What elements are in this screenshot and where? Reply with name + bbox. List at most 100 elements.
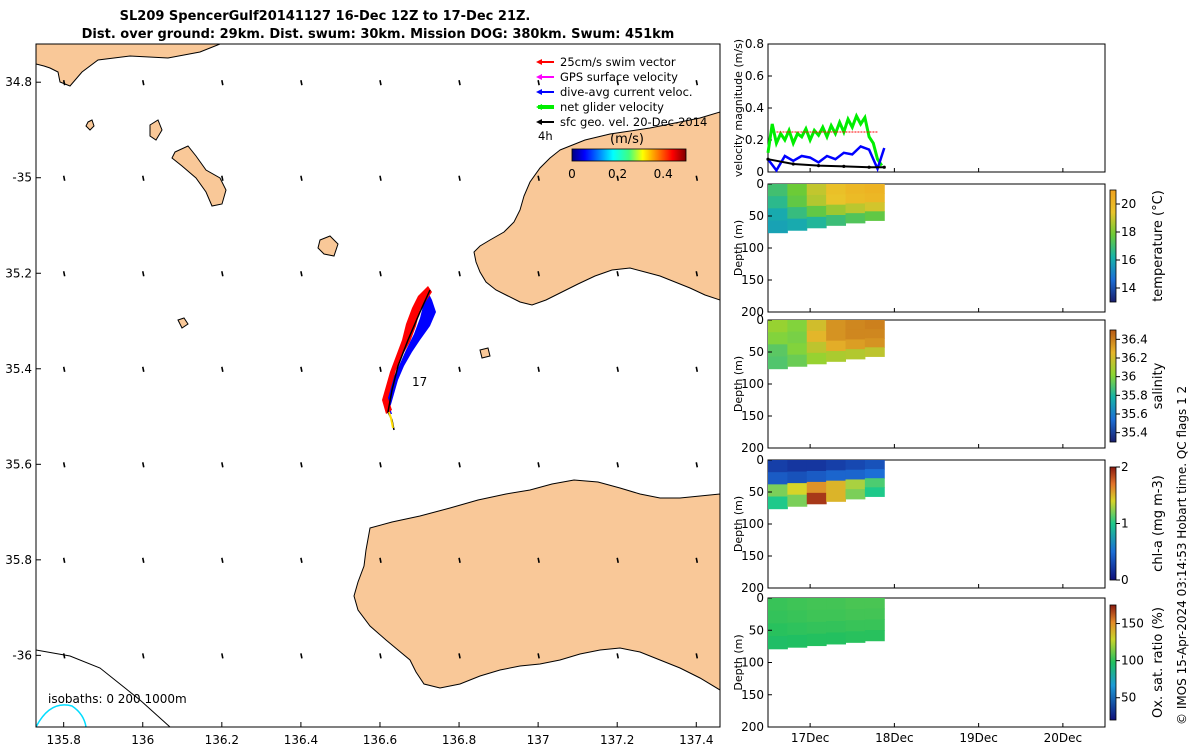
profile-colorbar-label: salinity <box>1151 362 1166 409</box>
land-island-small-a <box>85 119 95 131</box>
map-y-ticks: 34.8 -35 35.2 35.4 35.6 35.8 -36 <box>5 75 41 662</box>
sfc-vector-arrow <box>62 80 66 86</box>
sfc-vector-arrow <box>458 80 461 86</box>
profile-cell <box>787 622 808 636</box>
profile-cell <box>768 598 788 612</box>
profile-cell <box>826 609 847 622</box>
profile-y-tick-label: 200 <box>741 441 764 455</box>
sfc-vector-arrow <box>221 462 224 468</box>
sfc-vector-arrow <box>141 557 145 563</box>
profile-colorbar <box>1109 329 1117 443</box>
map-x-ticks: 135.8 136 136.2 136.4 136.6 136.8 137 137.2 137.… <box>46 722 713 747</box>
profile-y-tick-label: 100 <box>741 517 764 531</box>
land-kangaroo-island <box>353 479 720 691</box>
map-x-tick-label: 137.2 <box>600 733 634 747</box>
profile-cell <box>864 329 885 339</box>
map-y-tick-label: 35.8 <box>5 553 32 567</box>
profile-cell <box>787 184 808 197</box>
sfc-vector-arrow <box>695 366 699 372</box>
profile-cell <box>787 320 808 333</box>
profile-cell <box>826 215 847 226</box>
map-x-tick-label: 136.8 <box>442 733 476 747</box>
profile-colorbar-tick-label: 150 <box>1121 617 1144 631</box>
profile-cell <box>826 184 847 195</box>
profile-cell <box>864 338 885 348</box>
sfc-vector-arrow <box>458 366 461 372</box>
profile-cell <box>768 344 788 358</box>
profile-colorbar-tick-label: 35.6 <box>1121 407 1148 421</box>
sfc-geostrophic-vectors <box>62 80 699 659</box>
profile-panel-5: 0 50 100 150 200 Depth (m) 50 100 150 Ox. sat. ra… <box>732 591 1166 734</box>
sfc-vector-arrow <box>379 653 382 659</box>
profile-cell <box>826 351 847 362</box>
profile-y-tick-label: 200 <box>741 581 764 595</box>
legend-arrowhead <box>536 59 542 65</box>
legend-end-label: 4h <box>538 129 553 143</box>
map-y-tick-label: -35 <box>12 171 32 185</box>
sfc-vector-arrow <box>221 80 224 86</box>
profile-colorbar-label: Ox. sat. ratio (%) <box>1151 607 1166 718</box>
legend-entry: 25cm/s swim vector <box>560 55 676 69</box>
sfc-vector-arrow <box>695 557 699 563</box>
sfc-vector-arrow <box>300 271 303 277</box>
profile-colorbar-tick-label: 36.2 <box>1121 351 1148 365</box>
swim-vectors <box>382 286 432 414</box>
profile-cell <box>826 194 847 206</box>
sfc-vector-arrow <box>62 366 66 372</box>
profile-panel-2: 0 50 100 150 200 Depth (m) 14 16 18 20 temperature… <box>732 177 1166 319</box>
profile-cell <box>845 631 866 643</box>
profile-cell <box>806 598 827 611</box>
profile-cell <box>787 598 808 611</box>
profile-cell <box>806 470 827 483</box>
profile-cell <box>826 491 847 502</box>
map-colorbar-tick: 0.4 <box>654 167 673 181</box>
profile-cell <box>845 184 866 195</box>
profile-colorbar-tick-label: 20 <box>1121 197 1136 211</box>
sfc-vector-arrow <box>379 557 382 563</box>
land-fleurieu <box>36 649 171 727</box>
sfc-vector-arrow <box>62 557 66 563</box>
legend-arrowhead <box>536 119 542 125</box>
profile-cell <box>768 610 788 624</box>
velocity-y-tick-label: 0.4 <box>745 101 764 115</box>
profile-colorbar <box>1109 604 1117 721</box>
time-x-tick-label: 20Dec <box>1044 731 1083 745</box>
profile-cell <box>845 469 866 480</box>
title-line-2: Dist. over ground: 29km. Dist. swum: 30k… <box>82 27 675 42</box>
profile-cell <box>864 347 885 357</box>
sfc-vector-arrow <box>379 366 382 372</box>
profile-cell <box>864 460 885 470</box>
legend-arrowhead <box>536 89 542 95</box>
isobath-label: isobaths: 0 200 1000m <box>48 692 187 706</box>
profile-cell <box>826 330 847 342</box>
profile-cell <box>787 471 808 484</box>
profile-cell <box>864 630 885 642</box>
profile-cell <box>864 184 885 194</box>
profile-cell <box>806 341 827 354</box>
sfc-vector-arrow <box>221 271 224 277</box>
profile-cell <box>768 636 788 650</box>
map-y-tick-label: 34.8 <box>5 75 32 89</box>
profile-cell <box>845 460 866 471</box>
map-x-tick-label: 137 <box>527 733 550 747</box>
profile-cell <box>845 489 866 500</box>
profile-cell <box>787 494 808 507</box>
profile-y-tick-label: 50 <box>749 345 764 359</box>
map-x-tick-label: 136.6 <box>363 733 397 747</box>
legend-entry: sfc geo. vel. 20-Dec-2014 <box>560 115 707 129</box>
velocity-series-point <box>842 164 846 168</box>
profile-y-tick-label: 100 <box>741 241 764 255</box>
velocity-ylabel: velocity magnitude (m/s) <box>732 39 745 177</box>
profile-cell <box>845 349 866 360</box>
profile-colorbar-tick-label: 36.4 <box>1121 332 1148 346</box>
sfc-vector-arrow <box>300 462 303 468</box>
velocity-axes <box>767 43 1106 173</box>
profile-y-tick-label: 50 <box>749 485 764 499</box>
sfc-vector-arrow <box>616 366 619 372</box>
profile-cell <box>768 208 788 222</box>
sfc-vector-arrow <box>537 175 540 181</box>
sfc-vector-arrow <box>458 271 461 277</box>
sfc-vector-arrow <box>537 653 540 659</box>
profile-cell <box>787 207 808 220</box>
